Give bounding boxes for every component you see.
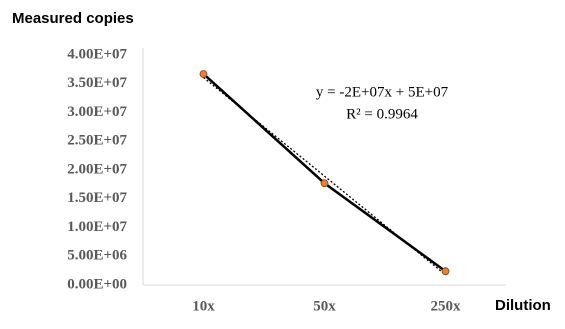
- y-tick-label: 3.50E+07: [67, 75, 127, 91]
- x-tick-label: 250x: [431, 298, 462, 314]
- y-tick-label: 2.00E+07: [67, 161, 127, 177]
- data-point: [441, 267, 450, 276]
- trendline-r2: R² = 0.9964: [346, 106, 418, 122]
- x-axis-title: Dilution: [495, 297, 551, 314]
- data-point: [320, 179, 329, 188]
- y-tick-label: 4.00E+07: [67, 46, 127, 62]
- y-axis-title: Measured copies: [12, 10, 134, 27]
- y-tick-label: 0.00E+00: [67, 276, 127, 292]
- y-tick-label: 5.00E+06: [67, 248, 127, 264]
- y-tick-label: 1.00E+07: [67, 219, 127, 235]
- data-point: [199, 70, 208, 78]
- y-tick-label: 2.50E+07: [67, 133, 127, 149]
- data-line: [202, 73, 447, 273]
- x-tick-label: 50x: [313, 298, 336, 314]
- x-tick-label: 10x: [192, 298, 215, 314]
- y-tick-label: 1.50E+07: [67, 190, 127, 206]
- trendline-equation: y = -2E+07x + 5E+07: [316, 84, 449, 100]
- y-tick-label: 3.00E+07: [67, 104, 127, 120]
